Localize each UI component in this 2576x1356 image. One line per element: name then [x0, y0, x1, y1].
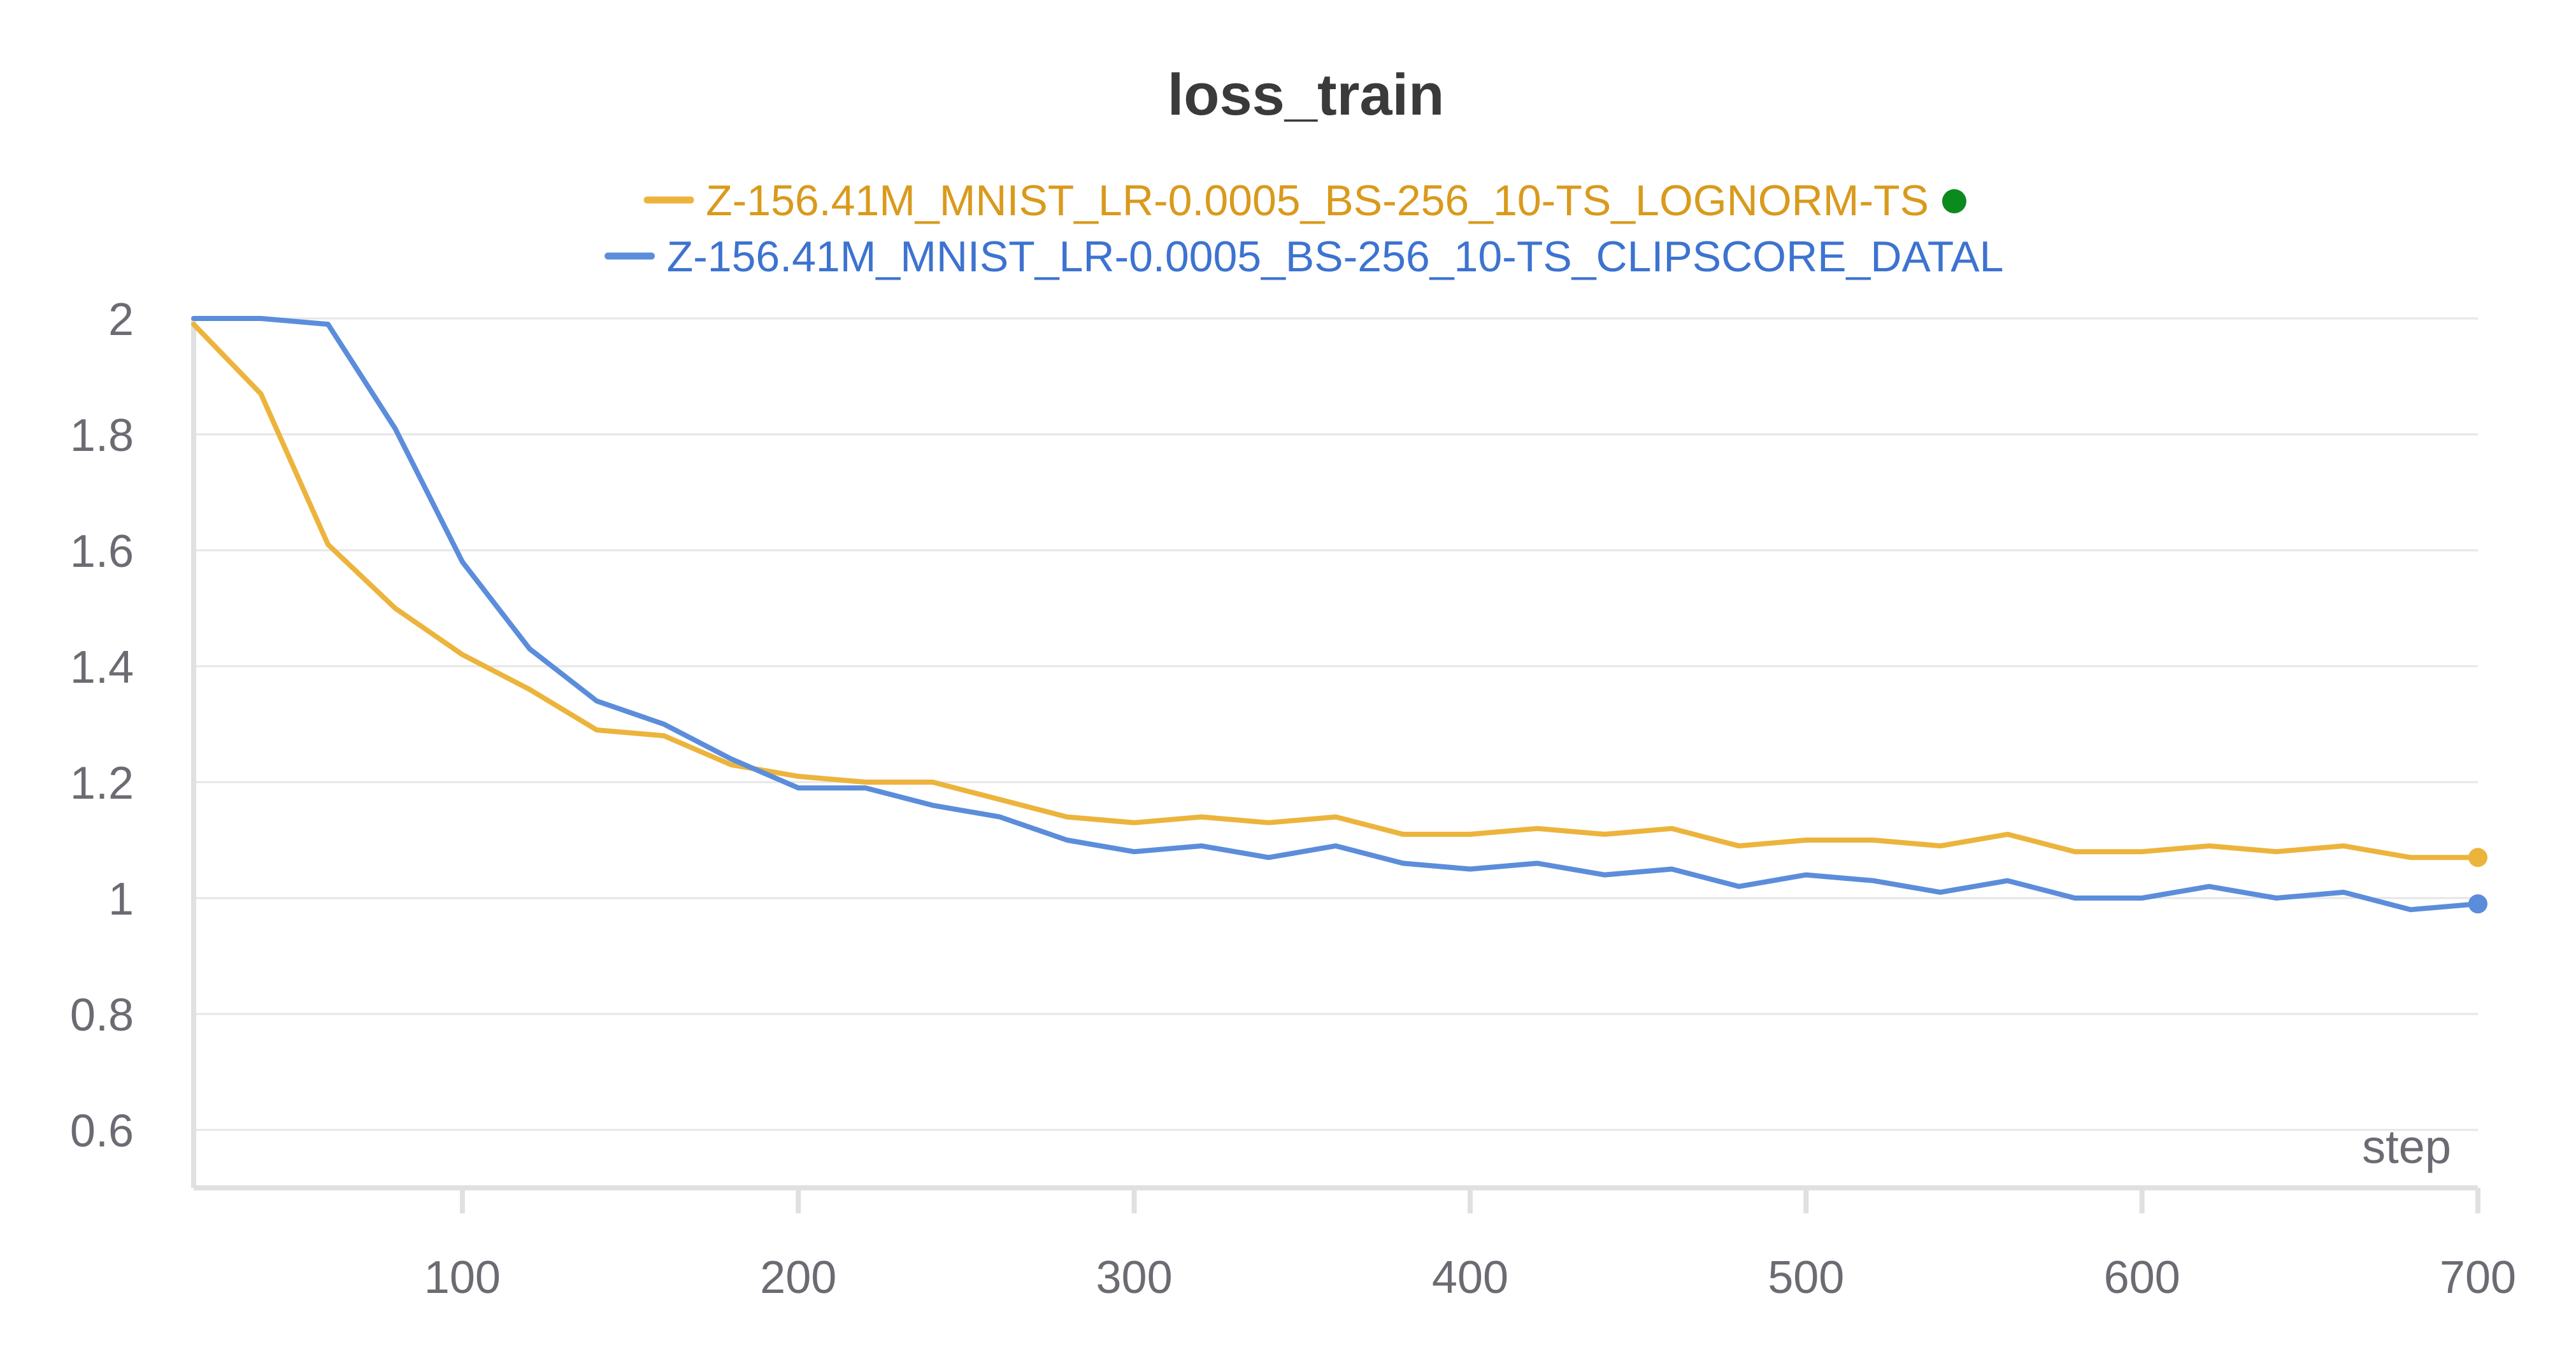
- legend: Z-156.41M_MNIST_LR-0.0005_BS-256_10-TS_L…: [605, 176, 2004, 281]
- y-tick-label: 1.4: [70, 642, 134, 693]
- chart-title: loss_train: [1168, 62, 1445, 127]
- series-end-point-2[interactable]: [2468, 894, 2487, 914]
- legend-label-2: Z-156.41M_MNIST_LR-0.0005_BS-256_10-TS_C…: [667, 232, 2004, 281]
- grid-lines: [194, 317, 2478, 1131]
- y-tick-label: 1.2: [70, 758, 134, 809]
- series-line-1: [191, 322, 2480, 860]
- axes: [191, 318, 2478, 1190]
- series-end-point-1[interactable]: [2468, 848, 2487, 867]
- series-lines: [191, 316, 2487, 914]
- x-tick-label: 600: [2104, 1252, 2180, 1303]
- legend-label-1: Z-156.41M_MNIST_LR-0.0005_BS-256_10-TS_L…: [706, 176, 1929, 225]
- y-tick-label: 1.8: [70, 410, 134, 461]
- x-axis-label: step: [2362, 1120, 2451, 1173]
- x-tick-label: 400: [1432, 1252, 1508, 1303]
- y-tick-label: 1: [108, 874, 134, 925]
- y-axis-ticks: 0.6 0.8 1 1.2 1.4 1.6 1.8 2: [70, 294, 134, 1157]
- x-tick-label: 100: [424, 1252, 501, 1303]
- legend-status-dot: [1942, 189, 1966, 213]
- x-axis-ticks: 100 200 300 400 500 600 700: [424, 1188, 2516, 1303]
- series-line-2: [191, 316, 2480, 913]
- x-tick-label: 300: [1096, 1252, 1173, 1303]
- y-tick-label: 0.6: [70, 1106, 134, 1157]
- x-tick-label: 500: [1768, 1252, 1844, 1303]
- x-tick-label: 700: [2440, 1252, 2516, 1303]
- y-tick-label: 2: [108, 294, 134, 345]
- y-tick-label: 0.8: [70, 990, 134, 1041]
- y-tick-label: 1.6: [70, 526, 134, 577]
- x-tick-label: 200: [760, 1252, 836, 1303]
